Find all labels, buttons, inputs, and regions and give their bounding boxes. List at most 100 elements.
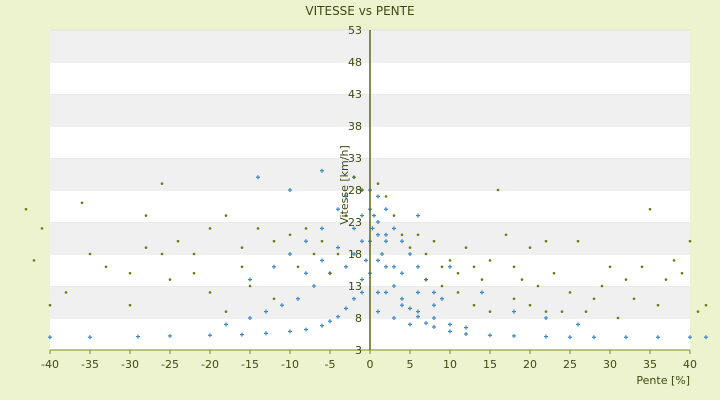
data-point bbox=[464, 246, 468, 249]
data-point bbox=[288, 233, 292, 237]
data-point bbox=[448, 259, 452, 262]
data-point bbox=[560, 310, 564, 313]
data-point bbox=[272, 264, 276, 269]
x-tick-label: 30 bbox=[603, 358, 617, 371]
y-tick-label: 8 bbox=[355, 312, 362, 325]
data-point bbox=[480, 278, 484, 281]
data-point bbox=[488, 310, 492, 313]
data-point bbox=[432, 316, 436, 320]
data-point bbox=[464, 325, 468, 330]
data-point bbox=[160, 252, 164, 256]
data-point bbox=[696, 310, 700, 313]
data-point bbox=[544, 239, 548, 243]
data-point bbox=[88, 335, 92, 340]
x-tick-label: -25 bbox=[161, 358, 179, 371]
x-tick-label: -10 bbox=[281, 358, 299, 371]
data-point bbox=[360, 188, 364, 192]
data-point bbox=[392, 316, 396, 320]
data-point bbox=[544, 310, 548, 313]
data-point bbox=[344, 306, 348, 311]
x-tick-label: 20 bbox=[523, 358, 537, 371]
data-point bbox=[392, 284, 396, 288]
data-point bbox=[464, 332, 468, 336]
data-point bbox=[136, 334, 140, 339]
data-point bbox=[592, 297, 596, 301]
data-point bbox=[336, 207, 340, 212]
data-point bbox=[352, 175, 356, 179]
x-tick-label: 15 bbox=[483, 358, 497, 371]
data-point bbox=[364, 258, 368, 263]
data-point bbox=[688, 239, 692, 243]
data-point bbox=[304, 327, 308, 332]
data-point bbox=[370, 226, 375, 231]
x-tick-label: 5 bbox=[407, 358, 414, 371]
data-point bbox=[380, 252, 384, 256]
y-tick-label: 38 bbox=[348, 120, 362, 133]
data-point bbox=[656, 335, 660, 340]
data-point bbox=[520, 278, 524, 281]
data-point bbox=[400, 296, 404, 301]
data-point bbox=[424, 321, 428, 326]
data-point bbox=[376, 232, 380, 237]
x-tick-label: -35 bbox=[81, 358, 99, 371]
data-point bbox=[144, 214, 148, 217]
data-point bbox=[600, 284, 604, 288]
x-tick-label: -40 bbox=[41, 358, 59, 371]
data-point bbox=[376, 258, 380, 263]
data-point bbox=[632, 297, 636, 301]
x-tick-label: 0 bbox=[367, 358, 374, 371]
data-point bbox=[456, 291, 460, 294]
data-point bbox=[320, 239, 324, 243]
y-tick-label: 18 bbox=[348, 248, 362, 261]
data-point bbox=[504, 233, 508, 237]
series-blue-points bbox=[48, 168, 708, 340]
x-tick-label: 25 bbox=[563, 358, 577, 371]
data-point bbox=[344, 194, 348, 199]
data-point bbox=[400, 239, 404, 244]
data-point bbox=[488, 259, 492, 262]
y-tick-label: 28 bbox=[348, 184, 362, 197]
data-point bbox=[48, 303, 52, 307]
data-point bbox=[296, 296, 300, 301]
data-point bbox=[472, 265, 476, 269]
data-point bbox=[312, 252, 316, 256]
data-point bbox=[240, 265, 244, 269]
data-point bbox=[168, 278, 172, 281]
data-point bbox=[408, 306, 412, 311]
data-point bbox=[352, 226, 356, 231]
data-point bbox=[104, 265, 108, 269]
data-point bbox=[256, 227, 260, 230]
data-point bbox=[376, 220, 380, 224]
data-point bbox=[376, 182, 380, 185]
data-point bbox=[440, 265, 444, 269]
data-point bbox=[512, 297, 516, 301]
data-point bbox=[416, 314, 420, 319]
data-point bbox=[672, 259, 676, 262]
data-point bbox=[328, 319, 332, 324]
data-point bbox=[552, 271, 556, 275]
data-point bbox=[360, 239, 364, 244]
data-point bbox=[408, 252, 412, 256]
data-point bbox=[384, 264, 388, 269]
data-point bbox=[424, 252, 428, 256]
data-point bbox=[160, 182, 164, 185]
data-point bbox=[240, 246, 244, 249]
data-point bbox=[704, 335, 708, 340]
data-point bbox=[176, 239, 180, 243]
data-point bbox=[360, 213, 364, 218]
data-point bbox=[296, 265, 300, 269]
data-point bbox=[384, 290, 388, 295]
data-point bbox=[608, 265, 612, 269]
data-point bbox=[336, 252, 340, 256]
data-point bbox=[248, 284, 252, 288]
data-point bbox=[304, 239, 308, 244]
data-point bbox=[88, 252, 92, 256]
data-point bbox=[536, 284, 540, 288]
chart-title: VITESSE vs PENTE bbox=[305, 4, 414, 18]
data-point bbox=[392, 226, 396, 231]
x-tick-label: 35 bbox=[643, 358, 657, 371]
data-point bbox=[432, 290, 436, 295]
data-point bbox=[576, 239, 580, 243]
series-olive-points bbox=[24, 175, 708, 320]
data-point bbox=[440, 284, 444, 288]
